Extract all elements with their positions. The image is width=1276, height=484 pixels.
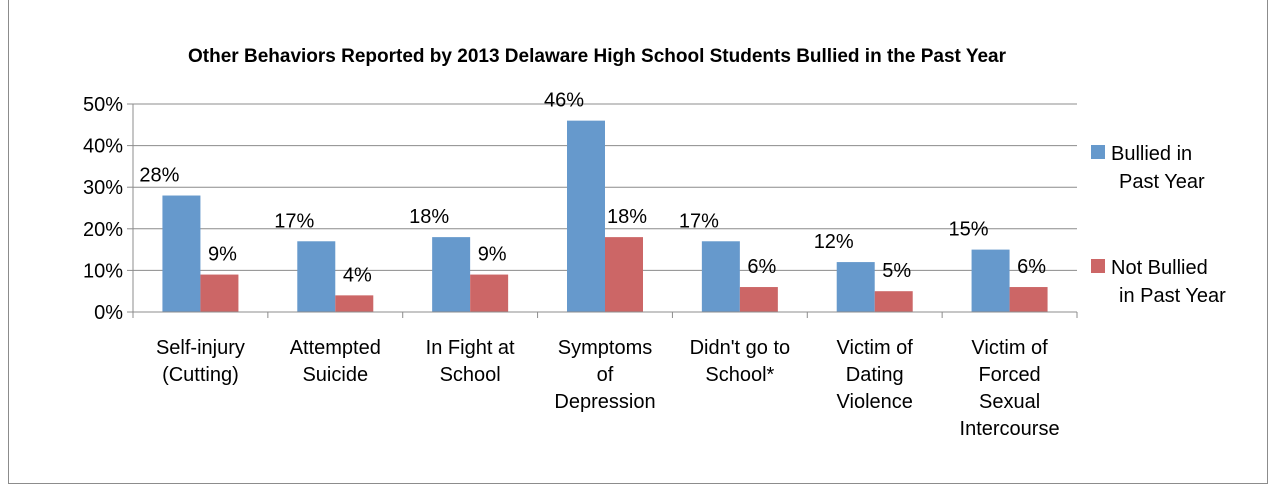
x-tick-label: Attempted Suicide: [290, 337, 381, 386]
bar: [162, 195, 201, 312]
bars: 28% 9% 17% 4% 18% 9% 46% 18% 17% 6% 12% 5% 15% 6%: [139, 90, 1048, 312]
y-tick-label: 40%: [83, 136, 123, 158]
bar: [605, 237, 643, 312]
bar: [432, 237, 471, 312]
y-tick-label: 0%: [94, 302, 123, 324]
data-label: 6%: [1017, 256, 1046, 278]
x-tick-label: Self-injury (Cutting): [156, 337, 245, 386]
legend: Bullied in Past Year Not Bullied in Past Ye…: [1091, 143, 1226, 307]
data-label: 12%: [814, 231, 854, 253]
bar: [335, 295, 374, 312]
legend-swatch: [1091, 259, 1105, 273]
legend-label: Bullied in Past Year: [1111, 143, 1205, 193]
bar: [701, 241, 740, 312]
legend-swatch: [1091, 145, 1105, 159]
data-label: 9%: [478, 244, 507, 266]
bar: [836, 262, 875, 312]
bar: [739, 287, 778, 312]
x-tick-label: Victim of Forced Sexual Intercourse: [960, 337, 1060, 440]
bar: [200, 274, 239, 312]
data-label: 9%: [208, 244, 237, 266]
bar-chart: Other Behaviors Reported by 2013 Delawar…: [83, 46, 1226, 440]
x-tick-label: In Fight at School: [426, 337, 515, 386]
y-tick-label: 30%: [83, 177, 123, 199]
data-label: 6%: [747, 256, 776, 278]
chart-title: Other Behaviors Reported by 2013 Delawar…: [188, 46, 1007, 67]
bar: [470, 274, 509, 312]
y-tick-label: 50%: [83, 94, 123, 116]
y-tick-label: 10%: [83, 260, 123, 282]
legend-label: Not Bullied in Past Year: [1111, 257, 1226, 307]
data-label: 46%: [544, 90, 584, 112]
chart-frame: Other Behaviors Reported by 2013 Delawar…: [8, 0, 1268, 484]
x-tick-label: Didn't go to School*: [690, 337, 791, 386]
data-label: 18%: [409, 206, 449, 228]
data-label: 4%: [343, 264, 372, 286]
data-label: 17%: [274, 210, 314, 232]
data-label: 18%: [607, 206, 647, 228]
y-tick-label: 20%: [83, 219, 123, 241]
data-label: 15%: [949, 219, 989, 241]
data-label: 5%: [882, 260, 911, 282]
x-tick-label: Victim of Dating Violence: [837, 337, 914, 413]
y-axis: 0% 10% 20% 30% 40% 50%: [83, 94, 134, 324]
bar: [297, 241, 336, 312]
bar: [971, 249, 1010, 312]
x-axis: Self-injury (Cutting) Attempted Suicide In F…: [132, 311, 1078, 440]
bar: [567, 120, 605, 312]
data-label: 28%: [139, 165, 179, 187]
data-label: 17%: [679, 210, 719, 232]
bar: [874, 291, 913, 312]
x-tick-label: Symptoms of Depression: [554, 337, 655, 413]
bar: [1009, 287, 1048, 312]
